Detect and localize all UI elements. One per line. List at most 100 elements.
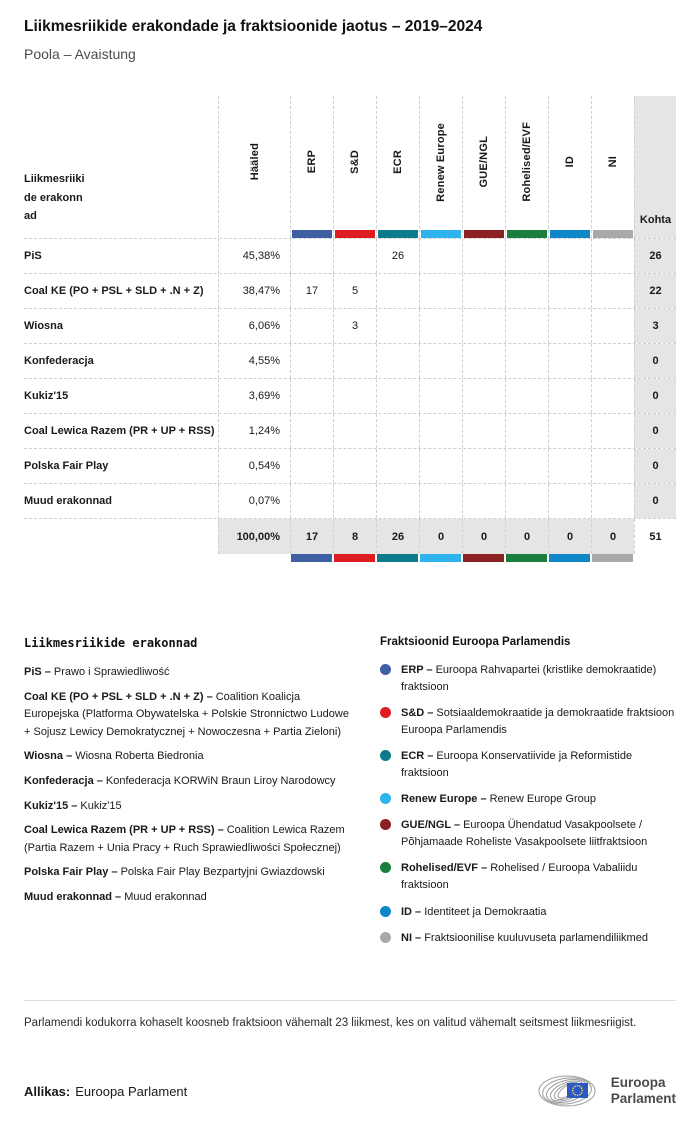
total-seats-ni: 0: [591, 519, 634, 554]
group-color-bar: [463, 554, 504, 562]
seats-sd: [333, 449, 376, 483]
party-name: Konfederacja: [24, 355, 94, 367]
seats-id: [548, 484, 591, 518]
group-color-dot: [380, 664, 391, 675]
group-column-header-ecr: ECR: [376, 96, 419, 238]
group-color-bar: [507, 230, 547, 238]
votes-value: 6,06%: [218, 309, 290, 343]
seats-id: [548, 309, 591, 343]
seats-header-label: Kohta: [639, 214, 672, 226]
group-color-bar: [335, 230, 375, 238]
seats-guengl: [462, 239, 505, 273]
seats-greens: [505, 239, 548, 273]
seats-erp: 17: [290, 274, 333, 308]
results-table: Liikmesriikide erakonnad Hääled ERP S&D …: [24, 96, 676, 562]
group-legend-item: GUE/NGL – Euroopa Ühendatud Vasakpoolsete…: [380, 817, 676, 851]
group-column-header-greens: Rohelised/EVF: [505, 96, 548, 238]
table-row: Coal KE (PO + PSL + SLD + .N + Z) 38,47%…: [24, 273, 676, 308]
group-color-bar: [506, 554, 547, 562]
party-legend-term: Konfederacja –: [24, 774, 103, 787]
total-seats-guengl: 0: [462, 519, 505, 554]
seats-sd: [333, 414, 376, 448]
seats-erp: [290, 239, 333, 273]
seats-greens: [505, 449, 548, 483]
total-seats-sd: 8: [333, 519, 376, 554]
grand-total-seats: 51: [634, 519, 676, 554]
group-legend-desc: Renew Europe Group: [489, 793, 596, 806]
source: Allikas: Euroopa Parlament: [24, 1084, 187, 1099]
seats-greens: [505, 274, 548, 308]
footnote: Parlamendi kodukorra kohaselt koosneb fr…: [24, 999, 676, 1033]
seats-total: 26: [634, 239, 676, 273]
group-header-label: S&D: [349, 150, 361, 174]
group-legend-term: ERP –: [401, 664, 433, 676]
party-legend-item: Wiosna – Wiosna Roberta Biedronia: [24, 748, 354, 766]
seats-renew: [419, 344, 462, 378]
group-color-bar: [334, 554, 375, 562]
seats-total: 22: [634, 274, 676, 308]
total-votes: 100,00%: [218, 519, 290, 554]
group-legend-item: ID – Identiteet ja Demokraatia: [380, 904, 676, 921]
seats-ni: [591, 239, 634, 273]
group-color-bar: [550, 230, 590, 238]
logo-text-line2: Parlament: [610, 1091, 676, 1107]
table-row: Coal Lewica Razem (PR + UP + RSS) 1,24% …: [24, 413, 676, 448]
total-seats-erp: 17: [290, 519, 333, 554]
seats-ni: [591, 484, 634, 518]
seats-renew: [419, 309, 462, 343]
seats-ecr: 26: [376, 239, 419, 273]
votes-value: 3,69%: [218, 379, 290, 413]
source-label: Allikas:: [24, 1083, 71, 1099]
group-column-header-id: ID: [548, 96, 591, 238]
seats-renew: [419, 274, 462, 308]
seats-guengl: [462, 379, 505, 413]
seats-sd: [333, 239, 376, 273]
group-legend-desc: Identiteet ja Demokraatia: [424, 905, 547, 918]
party-legend-term: PiS –: [24, 666, 51, 678]
seats-ni: [591, 449, 634, 483]
corner-header-label: Liikmesriikide erakonnad: [24, 172, 85, 223]
seats-erp: [290, 309, 333, 343]
group-legend-desc: Rohelised / Euroopa Vabaliidu fraktsioon: [401, 862, 638, 892]
seats-ecr: [376, 274, 419, 308]
party-legend-item: Kukiz'15 – Kukiz'15: [24, 798, 354, 816]
group-color-dot: [380, 793, 391, 805]
group-legend-item: Rohelised/EVF – Rohelised / Euroopa Vabal…: [380, 860, 676, 894]
group-color-dot: [380, 931, 391, 943]
votes-column-header: Hääled: [218, 96, 290, 238]
seats-ni: [591, 414, 634, 448]
group-header-label: ERP: [306, 150, 318, 174]
party-legend-item: Muud erakonnad – Muud erakonnad: [24, 889, 354, 907]
group-legend-term: ID –: [401, 905, 422, 918]
ep-hemicycle-icon: [538, 1075, 596, 1107]
party-name: Muud erakonnad: [24, 495, 113, 507]
votes-value: 0,07%: [218, 484, 290, 518]
seats-renew: [419, 414, 462, 448]
group-color-dot: [380, 750, 391, 762]
seats-total: 0: [634, 414, 676, 448]
group-header-label: Renew Europe: [435, 122, 447, 202]
european-parliament-logo: Euroopa Parlament: [537, 1068, 676, 1114]
seats-renew: [419, 484, 462, 518]
group-column-header-erp: ERP: [290, 96, 333, 238]
seats-guengl: [462, 274, 505, 308]
group-color-bar: [420, 554, 461, 562]
group-header-label: NI: [607, 156, 619, 168]
seats-total: 0: [634, 484, 676, 518]
seats-sd: [333, 484, 376, 518]
group-color-bar: [464, 230, 504, 238]
group-column-header-sd: S&D: [333, 96, 376, 238]
seats-guengl: [462, 449, 505, 483]
group-color-bar: [593, 230, 633, 238]
group-legend-term: GUE/NGL –: [401, 819, 461, 832]
parties-legend: Liikmesriikide erakonnad PiS – Prawo i Sp…: [24, 636, 354, 956]
seats-ni: [591, 274, 634, 308]
table-row: Kukiz'15 3,69% 0: [24, 378, 676, 413]
group-legend-term: Rohelised/EVF –: [401, 862, 488, 875]
seats-greens: [505, 484, 548, 518]
party-legend-desc: Muud erakonnad: [124, 890, 207, 903]
page-subtitle: Poola – Avaistung: [24, 46, 136, 62]
total-seats-id: 0: [548, 519, 591, 554]
seats-guengl: [462, 414, 505, 448]
party-legend-term: Wiosna –: [24, 750, 73, 763]
